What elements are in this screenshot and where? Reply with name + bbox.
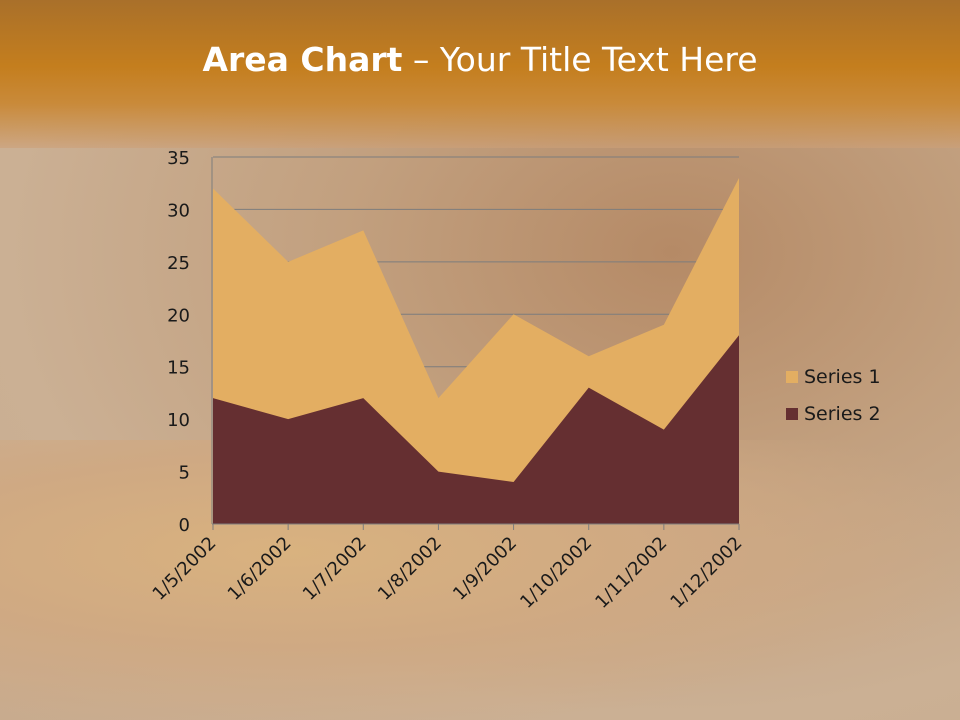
title-banner [0,0,960,148]
x-tick-label: 1/6/2002 [224,533,296,605]
legend-label: Series 2 [804,402,881,425]
x-tick-label: 1/11/2002 [591,533,671,613]
y-tick-label: 5 [179,463,190,484]
y-tick-label: 15 [167,358,190,379]
x-tick-label: 1/10/2002 [516,533,596,613]
y-tick-label: 35 [167,148,190,169]
legend-swatch [786,407,798,420]
legend-item-series-2: Series 2 [786,395,881,432]
area-series-2 [213,335,739,524]
x-tick-label: 1/9/2002 [449,533,521,605]
y-tick-label: 0 [179,515,190,536]
y-tick-label: 25 [167,253,190,274]
y-tick-label: 10 [167,410,190,431]
legend-item-series-1: Series 1 [786,358,881,395]
title-rest: – Your Title Text Here [402,40,758,79]
x-tick-label: 1/12/2002 [666,533,746,613]
title-bold: Area Chart [202,40,403,79]
y-tick-label: 30 [167,200,190,221]
y-tick-label: 20 [167,305,190,326]
x-tick-label: 1/8/2002 [374,533,446,605]
legend-label: Series 1 [804,365,881,388]
x-tick-label: 1/7/2002 [299,533,371,605]
legend-swatch [786,370,798,383]
x-tick-label: 1/5/2002 [149,533,221,605]
legend: Series 1 Series 2 [786,358,881,432]
slide-title: Area Chart – Your Title Text Here [0,40,960,79]
